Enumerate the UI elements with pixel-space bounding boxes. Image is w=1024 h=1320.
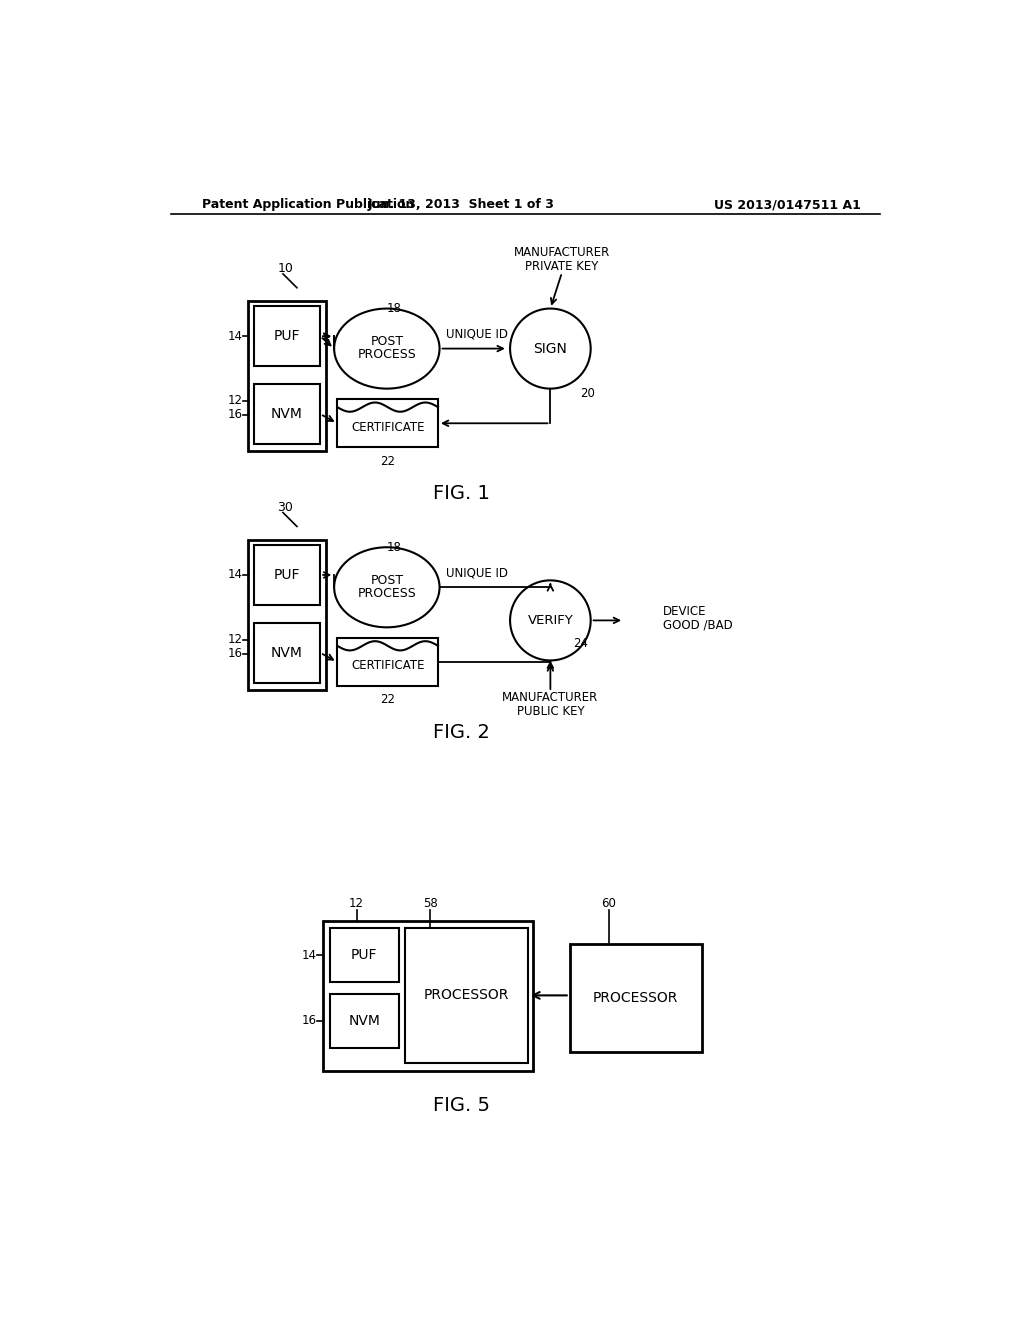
- Bar: [254, 306, 321, 366]
- Bar: [324, 921, 532, 1071]
- Text: MANUFACTURER: MANUFACTURER: [514, 246, 610, 259]
- Text: FIG. 1: FIG. 1: [433, 484, 489, 503]
- Text: 24: 24: [573, 638, 589, 649]
- Text: POST: POST: [371, 335, 403, 348]
- Text: 16: 16: [227, 408, 243, 421]
- Text: 12: 12: [227, 395, 243, 408]
- Text: 10: 10: [278, 261, 294, 275]
- Text: NVM: NVM: [348, 1014, 380, 1028]
- Bar: [569, 944, 701, 1052]
- Text: GOOD /BAD: GOOD /BAD: [663, 619, 732, 631]
- Text: 60: 60: [601, 898, 616, 911]
- Bar: [254, 545, 321, 605]
- Text: 16: 16: [302, 1014, 317, 1027]
- Bar: [254, 623, 321, 682]
- Text: 30: 30: [278, 500, 294, 513]
- Text: 22: 22: [380, 454, 395, 467]
- Text: NVM: NVM: [271, 645, 303, 660]
- Text: 18: 18: [387, 302, 401, 315]
- Text: Jun. 13, 2013  Sheet 1 of 3: Jun. 13, 2013 Sheet 1 of 3: [368, 198, 555, 211]
- Text: 12: 12: [349, 898, 365, 911]
- Bar: [248, 540, 326, 689]
- Text: PUF: PUF: [273, 568, 300, 582]
- Text: PROCESSOR: PROCESSOR: [424, 989, 509, 1002]
- Text: PROCESSOR: PROCESSOR: [593, 991, 678, 1005]
- Bar: [248, 301, 326, 451]
- Text: 22: 22: [380, 693, 395, 706]
- Bar: [330, 994, 399, 1048]
- Text: NVM: NVM: [271, 407, 303, 421]
- Text: 20: 20: [580, 387, 595, 400]
- Bar: [330, 928, 399, 982]
- Text: UNIQUE ID: UNIQUE ID: [445, 566, 508, 579]
- Text: PRIVATE KEY: PRIVATE KEY: [525, 260, 599, 273]
- Text: PUF: PUF: [351, 948, 378, 962]
- Text: 58: 58: [423, 898, 437, 911]
- Ellipse shape: [334, 548, 439, 627]
- Text: Patent Application Publication: Patent Application Publication: [202, 198, 414, 211]
- Text: UNIQUE ID: UNIQUE ID: [445, 327, 508, 341]
- Text: US 2013/0147511 A1: US 2013/0147511 A1: [714, 198, 860, 211]
- Text: PUBLIC KEY: PUBLIC KEY: [516, 705, 584, 718]
- Text: CERTIFICATE: CERTIFICATE: [351, 421, 424, 434]
- Text: 16: 16: [227, 647, 243, 660]
- Ellipse shape: [334, 309, 439, 388]
- Text: PROCESS: PROCESS: [357, 587, 416, 601]
- Text: POST: POST: [371, 574, 403, 587]
- Text: CERTIFICATE: CERTIFICATE: [351, 659, 424, 672]
- Text: PROCESS: PROCESS: [357, 348, 416, 362]
- Bar: [337, 400, 438, 447]
- Text: 14: 14: [302, 949, 317, 962]
- Text: FIG. 2: FIG. 2: [433, 722, 489, 742]
- Text: SIGN: SIGN: [534, 342, 567, 355]
- Text: MANUFACTURER: MANUFACTURER: [502, 690, 598, 704]
- Bar: [406, 928, 528, 1063]
- Text: FIG. 5: FIG. 5: [433, 1096, 489, 1115]
- Ellipse shape: [510, 309, 591, 388]
- Text: 14: 14: [227, 569, 243, 582]
- Ellipse shape: [510, 581, 591, 660]
- Bar: [254, 384, 321, 444]
- Text: 14: 14: [227, 330, 243, 343]
- Text: 18: 18: [387, 541, 401, 554]
- Text: DEVICE: DEVICE: [663, 605, 707, 618]
- Text: PUF: PUF: [273, 329, 300, 343]
- Text: VERIFY: VERIFY: [527, 614, 573, 627]
- Bar: [337, 638, 438, 686]
- Text: 12: 12: [227, 634, 243, 647]
